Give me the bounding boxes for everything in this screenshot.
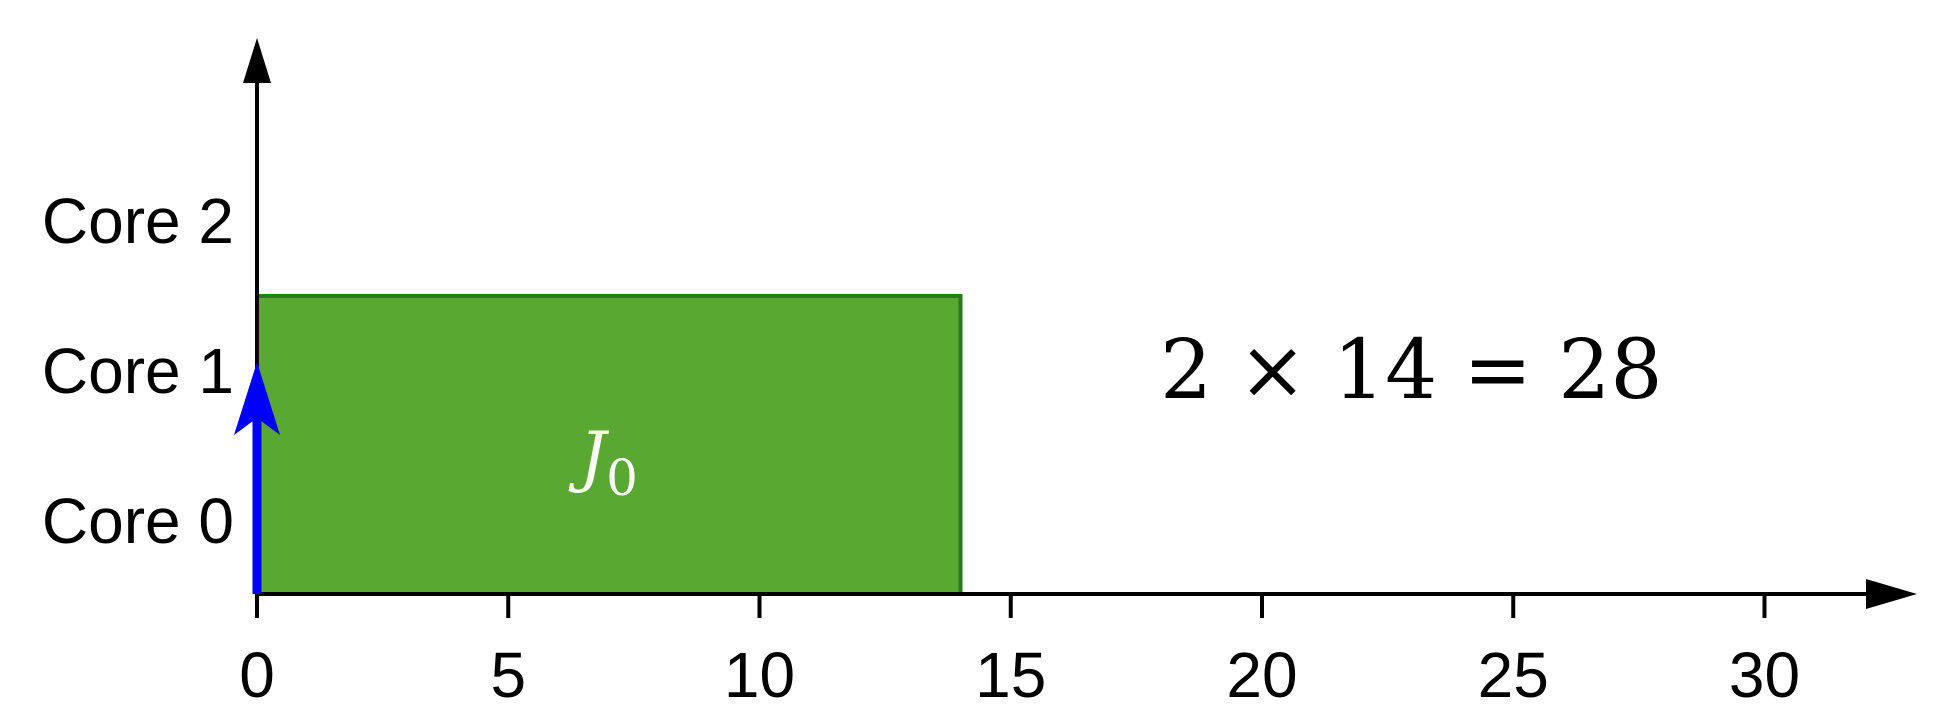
job-bar (255, 294, 963, 596)
x-tick-label: 0 (239, 639, 275, 711)
x-axis-arrowhead (1866, 579, 1917, 609)
release-arrowhead (234, 362, 280, 435)
core-row-label: Core 2 (42, 185, 234, 257)
x-tick-label: 20 (1226, 639, 1297, 711)
y-axis-arrowhead (243, 38, 271, 83)
x-tick-label: 25 (1478, 639, 1549, 711)
x-tick-label: 30 (1729, 639, 1800, 711)
x-tick-label: 15 (975, 639, 1046, 711)
x-tick-label: 5 (490, 639, 526, 711)
area-annotation: 2 × 14 = 28 (1160, 323, 1663, 418)
x-tick-label: 10 (724, 639, 795, 711)
core-row-label: Core 1 (42, 335, 234, 407)
core-row-label: Core 0 (42, 485, 234, 557)
